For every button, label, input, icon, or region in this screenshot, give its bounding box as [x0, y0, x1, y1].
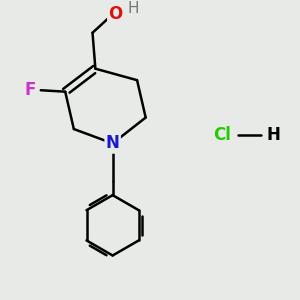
Text: H: H	[267, 126, 280, 144]
Text: H: H	[127, 1, 139, 16]
Text: O: O	[108, 5, 123, 23]
Text: N: N	[106, 134, 120, 152]
Text: F: F	[24, 81, 35, 99]
Text: Cl: Cl	[213, 126, 231, 144]
